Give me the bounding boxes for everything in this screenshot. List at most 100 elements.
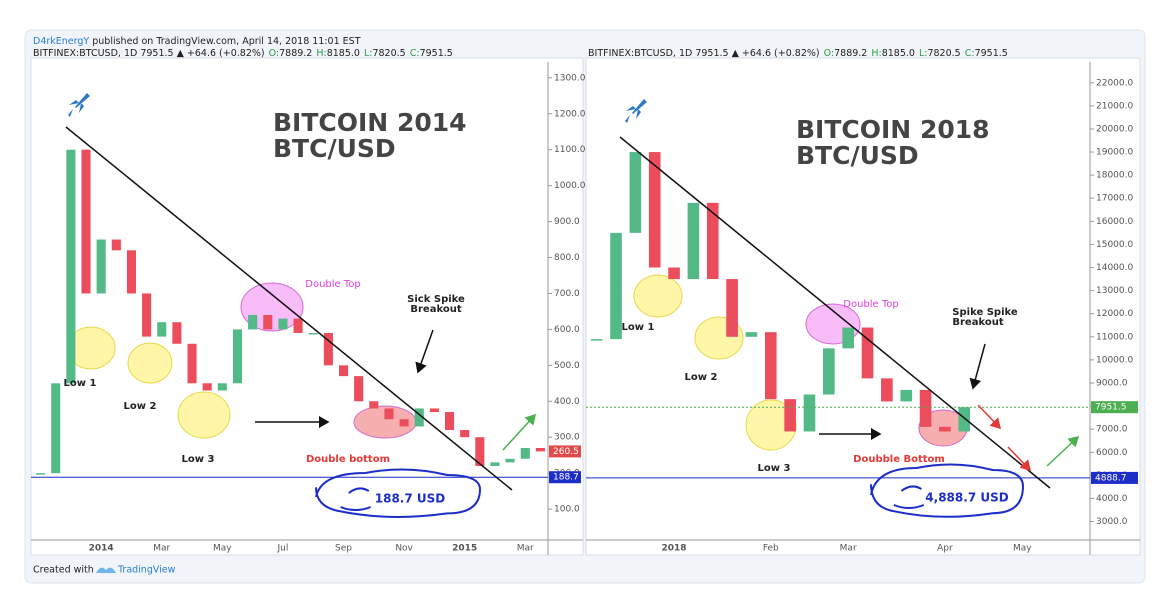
candle bbox=[803, 394, 816, 432]
price-tag bbox=[1091, 471, 1138, 484]
symbol-part: 8185.0 bbox=[327, 48, 360, 59]
x-tick-label: May bbox=[213, 544, 232, 554]
annotation: Breakout bbox=[952, 317, 1003, 328]
rocket-icon bbox=[625, 99, 647, 123]
symbol-part: 7820.5 bbox=[927, 48, 960, 59]
candle bbox=[157, 322, 167, 337]
candle bbox=[126, 250, 136, 294]
symbol-part: O: bbox=[269, 48, 280, 59]
symbol-part: 7951.5 bbox=[975, 48, 1008, 59]
candle bbox=[248, 315, 258, 330]
y-tick-label: 1200.0 bbox=[554, 109, 586, 119]
candle bbox=[764, 332, 777, 400]
y-tick-label: 15000.0 bbox=[1096, 240, 1133, 250]
x-tick-label: 2014 bbox=[89, 544, 114, 554]
x-tick-label: Sep bbox=[335, 544, 352, 554]
y-tick-label: 1000.0 bbox=[554, 181, 586, 191]
candle bbox=[505, 458, 515, 463]
annotation: Low 3 bbox=[182, 454, 215, 465]
candle bbox=[823, 348, 835, 395]
trend-line bbox=[65, 126, 513, 491]
y-tick-label: 18000.0 bbox=[1096, 171, 1133, 181]
y-tick-label: 3000.0 bbox=[1096, 517, 1128, 527]
y-tick-label: 400.0 bbox=[554, 397, 580, 407]
chart-title: BTC/USD bbox=[796, 141, 919, 170]
annotation: Double Top bbox=[843, 299, 899, 310]
candle bbox=[900, 389, 913, 402]
chart-title: BTC/USD bbox=[273, 134, 396, 163]
y-tick-label: 17000.0 bbox=[1096, 194, 1133, 204]
y-tick-label: 7000.0 bbox=[1096, 425, 1128, 435]
y-tick-label: 22000.0 bbox=[1096, 78, 1133, 88]
annotation: Low 3 bbox=[758, 463, 791, 474]
candle bbox=[668, 267, 680, 280]
annotation: Breakout bbox=[410, 304, 461, 315]
created-with: Created with bbox=[33, 565, 94, 576]
arrow bbox=[415, 329, 434, 374]
y-tick-label: 1300.0 bbox=[554, 73, 586, 83]
y-tick-label: 9000.0 bbox=[1096, 378, 1128, 388]
candle bbox=[81, 149, 91, 294]
annotation: Low 2 bbox=[124, 401, 157, 412]
symbol-part: BITFINEX:BTCUSD, 1D 7951.5 ▲ +64.6 (+0.8… bbox=[588, 48, 820, 59]
y-tick-label: 13000.0 bbox=[1096, 286, 1133, 296]
y-tick-label: 12000.0 bbox=[1096, 309, 1133, 319]
candle bbox=[490, 462, 500, 466]
highlight bbox=[127, 342, 173, 384]
x-tick-label: Nov bbox=[395, 544, 413, 554]
y-tick-label: 500.0 bbox=[554, 361, 580, 371]
price-tag-label: 4888.7 bbox=[1095, 473, 1127, 483]
candle bbox=[784, 399, 796, 432]
candle bbox=[475, 437, 485, 466]
y-tick-label: 900.0 bbox=[554, 217, 580, 227]
x-tick-label: Feb bbox=[763, 544, 779, 554]
arrow bbox=[502, 413, 537, 451]
annotation: Doubble Bottom bbox=[853, 454, 945, 465]
tv-logo bbox=[96, 567, 116, 573]
scribble bbox=[315, 468, 482, 518]
price-tag-label: 188.7 bbox=[553, 473, 579, 483]
symbol-part: H: bbox=[871, 48, 881, 59]
candle bbox=[745, 332, 758, 337]
y-tick-label: 300.0 bbox=[554, 433, 580, 443]
candle bbox=[217, 383, 227, 391]
candle bbox=[687, 202, 700, 280]
candle bbox=[51, 383, 61, 474]
symbol-part: BITFINEX:BTCUSD, 1D 7951.5 ▲ +64.6 (+0.8… bbox=[33, 48, 265, 59]
annotation: 4,888.7 USD bbox=[925, 491, 1008, 505]
candle bbox=[399, 419, 409, 427]
x-tick-label: 2015 bbox=[452, 544, 477, 554]
candle bbox=[460, 430, 470, 438]
published: published on TradingView.com, April 14, … bbox=[92, 36, 360, 47]
candle bbox=[263, 315, 273, 330]
candle bbox=[111, 239, 121, 251]
arrow bbox=[977, 404, 1002, 430]
annotation: Double Top bbox=[305, 279, 361, 290]
rocket-icon bbox=[68, 93, 90, 117]
chart-title: BITCOIN 2014 bbox=[273, 108, 467, 137]
candle bbox=[232, 329, 243, 384]
annotation: Spike Spike bbox=[952, 307, 1018, 318]
tradingview-link[interactable]: TradingView bbox=[117, 565, 176, 576]
chart-title: BITCOIN 2018 bbox=[796, 115, 990, 144]
author[interactable]: D4rkEnergY bbox=[33, 36, 89, 47]
header: D4rkEnergY published on TradingView.com,… bbox=[33, 36, 361, 47]
arrow bbox=[1007, 446, 1032, 472]
y-tick-label: 19000.0 bbox=[1096, 148, 1133, 158]
trend-line bbox=[619, 136, 1051, 489]
candle bbox=[36, 473, 46, 475]
annotation: Sick Spike bbox=[407, 294, 465, 305]
candle bbox=[726, 279, 738, 337]
price-tag bbox=[549, 471, 581, 484]
y-tick-label: 4000.0 bbox=[1096, 494, 1128, 504]
symbol-line: BITFINEX:BTCUSD, 1D 7951.5 ▲ +64.6 (+0.8… bbox=[33, 48, 453, 59]
candle bbox=[142, 293, 152, 337]
candle bbox=[958, 407, 971, 432]
symbol-part: 8185.0 bbox=[882, 48, 915, 59]
highlight bbox=[633, 274, 683, 318]
symbol-part: 7820.5 bbox=[372, 48, 405, 59]
symbol-part: 7889.2 bbox=[834, 48, 867, 59]
candle bbox=[429, 408, 439, 413]
symbol-part: C: bbox=[965, 48, 975, 59]
